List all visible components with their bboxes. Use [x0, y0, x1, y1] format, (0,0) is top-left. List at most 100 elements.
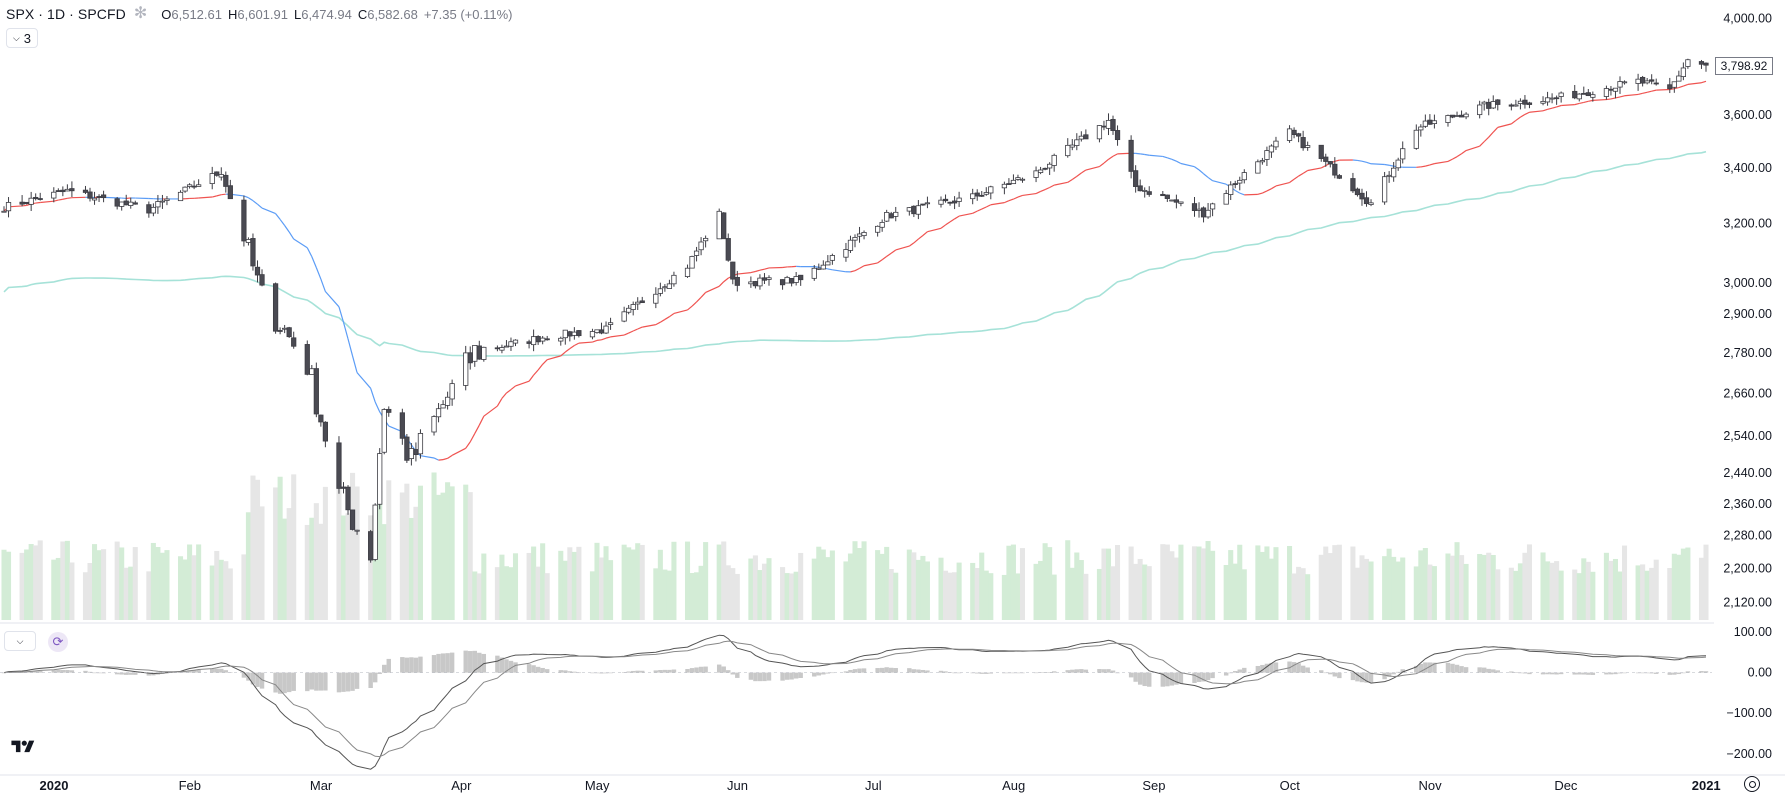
sma-short-segment [1112, 153, 1118, 157]
macd-histogram-bar [979, 672, 984, 674]
volume-bar [146, 571, 152, 620]
macd-histogram-bar [1350, 672, 1356, 681]
candle-body [970, 193, 976, 200]
candle-body [91, 197, 98, 201]
volume-bar [408, 517, 414, 620]
macd-histogram-bar [884, 667, 889, 673]
candle-body [1173, 199, 1180, 203]
candle-body [1422, 120, 1428, 127]
macd-histogram-bar [386, 658, 391, 673]
macd-histogram-bar [630, 670, 636, 673]
volume-bar [956, 562, 962, 620]
sma-short-segment [1135, 152, 1141, 155]
sma-short-segment [1076, 172, 1082, 177]
volume-bar [856, 548, 863, 620]
volume-bar [463, 484, 469, 620]
candle-body [408, 448, 415, 459]
time-axis-label: Nov [1419, 778, 1443, 793]
indicators-toggle-button[interactable]: ⌵ 3 [6, 28, 38, 48]
candle-body [336, 442, 342, 489]
macd-histogram-bar [1337, 672, 1342, 679]
volume-bar [1549, 562, 1555, 620]
volume-bar [187, 544, 193, 620]
refresh-icon[interactable]: ⟳ [48, 632, 68, 652]
sma-short-segment [40, 200, 54, 204]
candle-body [734, 277, 740, 286]
candle-body [37, 198, 43, 200]
volume-bar [1042, 543, 1048, 620]
candle-body [1110, 118, 1116, 131]
candle-body [1418, 126, 1424, 131]
candle-body [693, 250, 700, 256]
candle-body [820, 264, 826, 270]
candle-body [272, 283, 279, 332]
macd-histogram-bar [558, 670, 563, 673]
macd-histogram-bar [128, 672, 133, 675]
macd-histogram-bar [572, 671, 577, 673]
volume-bar [798, 552, 804, 620]
volume-bar [1431, 566, 1437, 620]
macd-histogram-bar [214, 668, 219, 673]
volume-bar [1418, 550, 1424, 620]
candle-body [472, 345, 478, 362]
sma-short-segment [958, 212, 973, 217]
sma-short-segment [62, 197, 68, 200]
candle-body [372, 504, 378, 560]
symbol-title[interactable]: SPX · 1D · SPCFD [6, 6, 126, 22]
macd-histogram-bar [911, 669, 917, 673]
chevron-down-icon: ⌵ [12, 32, 20, 43]
candle-body [1160, 193, 1166, 197]
sma-short-segment [1293, 175, 1299, 180]
sma-short-segment [324, 291, 340, 308]
gear-icon[interactable] [1744, 776, 1760, 792]
candle-body [33, 196, 39, 200]
macd-histogram-bar [1065, 670, 1070, 673]
asterisk-icon[interactable]: ✻ [133, 5, 148, 22]
volume-bar [313, 503, 319, 620]
candle-body [218, 174, 224, 178]
volume-bar [1481, 554, 1487, 620]
high-key: H [227, 6, 238, 22]
macd-histogram-bar [1491, 669, 1496, 673]
macd-histogram-bar [658, 669, 663, 673]
macd-histogram-bar [210, 668, 215, 673]
time-axis-label: Dec [1554, 778, 1578, 793]
macd-histogram-bar [1332, 672, 1338, 677]
candle-body [730, 261, 736, 280]
sma-short-segment [1171, 158, 1177, 162]
candle-body [983, 192, 989, 195]
volume-bar [703, 542, 709, 620]
tradingview-logo[interactable] [8, 738, 38, 756]
volume-bar [417, 485, 423, 620]
volume-bar [1517, 563, 1523, 620]
sma-short-segment [687, 305, 693, 311]
sma-short-segment [356, 372, 372, 389]
volume-bar [132, 547, 138, 620]
sma-short-segment [1483, 136, 1490, 143]
macd-histogram-bar [1079, 669, 1084, 673]
macd-histogram-bar [943, 671, 948, 673]
candle-body [1685, 59, 1691, 67]
volume-bar [33, 545, 39, 620]
macd-collapse-button[interactable]: ⌵ [4, 631, 36, 651]
volume-bar [1540, 552, 1546, 620]
volume-bar [404, 483, 410, 620]
macd-histogram-bar [879, 667, 885, 673]
volume-bar [1685, 547, 1691, 620]
sma-short-segment [474, 424, 480, 434]
volume-bar [218, 559, 224, 620]
price-axis-label: 2,540.00 [1723, 429, 1772, 443]
macd-histogram-bar [377, 672, 382, 675]
candle-body [698, 241, 704, 251]
sma-short-segment [1017, 194, 1023, 198]
sma-short-segment [1461, 150, 1467, 155]
sma-short-segment [501, 392, 507, 399]
candle-body [1445, 115, 1451, 123]
volume-bar [241, 554, 247, 620]
candle-body [313, 368, 319, 415]
candle-body [1042, 167, 1048, 170]
sma-short-segment [981, 206, 987, 210]
candle-body [1006, 183, 1012, 185]
sma-short-segment [1637, 92, 1643, 96]
